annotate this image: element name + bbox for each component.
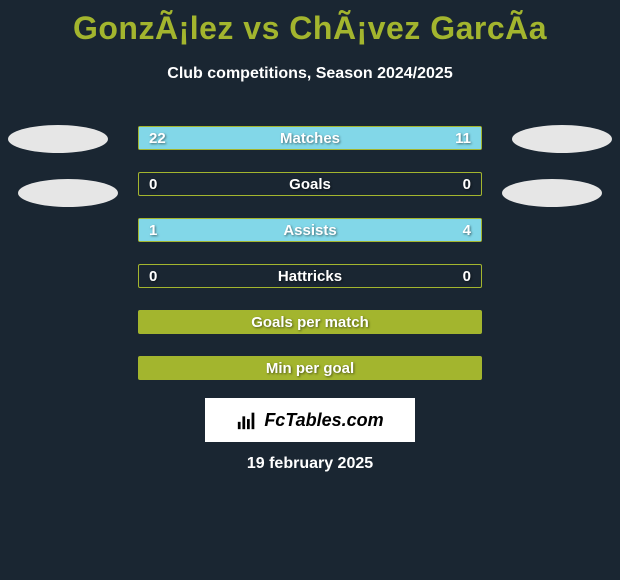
stat-row: 0 0Hattricks — [138, 264, 482, 288]
row-fill-right — [207, 219, 481, 241]
chart-icon — [236, 409, 258, 431]
player-right-badge-1 — [512, 125, 612, 153]
stat-value-right: 4 — [463, 219, 471, 241]
subtitle: Club competitions, Season 2024/2025 — [0, 65, 620, 83]
stat-row: 14Assists — [138, 218, 482, 242]
player-left-badge-2 — [18, 179, 118, 207]
row-fill-left — [139, 127, 367, 149]
row-fill-full — [139, 357, 481, 379]
stat-value-left: 22 — [149, 127, 166, 149]
page-title: GonzÃ¡lez vs ChÃ¡vez GarcÃ­a — [0, 0, 620, 47]
stat-row: Min per goal — [138, 356, 482, 380]
stat-row: Goals per match — [138, 310, 482, 334]
stat-value-left: 1 — [149, 219, 157, 241]
player-right-badge-2 — [502, 179, 602, 207]
stat-value-left: 0 — [149, 173, 157, 195]
date-text: 19 february 2025 — [0, 455, 620, 473]
player-left-badge-1 — [8, 125, 108, 153]
stat-label: Hattricks — [139, 265, 481, 287]
row-fill-full — [139, 311, 481, 333]
branding-badge: FcTables.com — [205, 398, 415, 442]
stat-value-right: 0 — [463, 173, 471, 195]
stat-rows: 2211Matches00Goals14Assists00HattricksGo… — [138, 126, 482, 402]
stat-row: 2211Matches — [138, 126, 482, 150]
stat-label: Goals — [139, 173, 481, 195]
stat-value-left: 0 — [149, 265, 157, 287]
stat-value-right: 11 — [455, 127, 471, 149]
stat-value-right: 0 — [463, 265, 471, 287]
branding-text: FcTables.com — [264, 410, 383, 431]
stat-row: 0 0Goals — [138, 172, 482, 196]
